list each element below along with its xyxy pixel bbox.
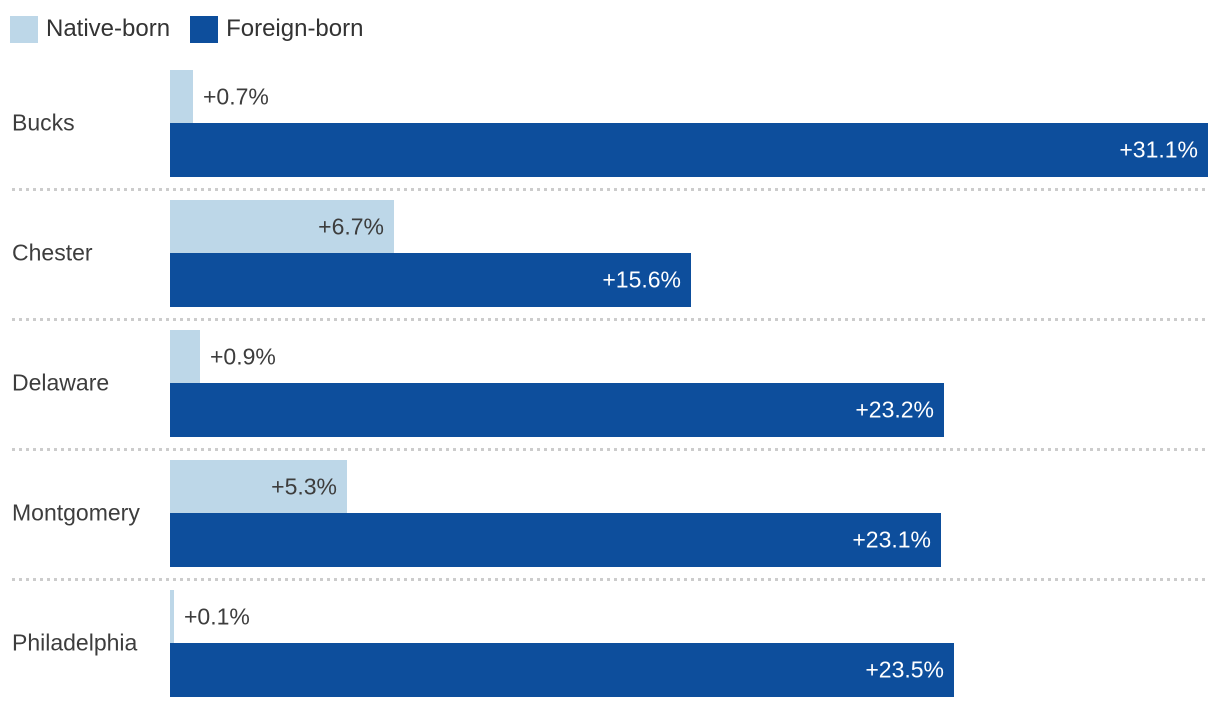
- foreign-born-bar: [170, 123, 1208, 177]
- legend-label-foreign-born: Foreign-born: [226, 15, 364, 42]
- category-label: Bucks: [12, 109, 75, 136]
- bar-value-label: +23.2%: [855, 396, 934, 423]
- row-separator: [12, 578, 1208, 581]
- native-born-bar: [170, 70, 193, 123]
- bar-row-bucks: Bucks +0.7% +31.1%: [0, 70, 1220, 177]
- row-separator: [12, 188, 1208, 191]
- bar-value-label: +0.1%: [184, 603, 250, 629]
- chart-legend: Native-born Foreign-born: [10, 15, 363, 43]
- bar-row-philadelphia: Philadelphia +0.1% +23.5%: [0, 590, 1220, 697]
- legend-item-foreign-born: Foreign-born: [190, 15, 363, 43]
- bar-value-label: +31.1%: [1119, 136, 1198, 163]
- legend-swatch-foreign-born: [190, 15, 219, 43]
- native-born-bar: [170, 590, 174, 643]
- bar-value-label: +0.7%: [203, 83, 269, 109]
- native-born-bar: [170, 200, 394, 253]
- category-label: Chester: [12, 239, 93, 266]
- foreign-born-bar: [170, 513, 941, 567]
- row-separator: [12, 448, 1208, 451]
- native-born-bar: [170, 460, 347, 513]
- bar-value-label: +23.1%: [852, 526, 931, 553]
- foreign-born-bar: [170, 643, 954, 697]
- legend-swatch-native-born: [10, 15, 38, 43]
- legend-item-native-born: Native-born: [10, 15, 170, 43]
- bar-value-label: +15.6%: [602, 266, 681, 293]
- foreign-born-bar: [170, 253, 691, 307]
- bar-value-label: +0.9%: [210, 343, 276, 369]
- category-label: Montgomery: [12, 499, 140, 526]
- bar-value-label: +23.5%: [865, 656, 944, 683]
- category-label: Philadelphia: [12, 629, 138, 656]
- bar-value-label: +6.7%: [318, 213, 384, 239]
- bar-row-montgomery: Montgomery +5.3% +23.1%: [0, 460, 1220, 567]
- row-separator: [12, 318, 1208, 321]
- native-born-bar: [170, 330, 200, 383]
- foreign-born-bar: [170, 383, 944, 437]
- legend-label-native-born: Native-born: [46, 15, 171, 42]
- bar-row-chester: Chester +6.7% +15.6%: [0, 200, 1220, 307]
- bar-row-delaware: Delaware +0.9% +23.2%: [0, 330, 1220, 437]
- bar-value-label: +5.3%: [271, 473, 337, 499]
- category-label: Delaware: [12, 369, 110, 396]
